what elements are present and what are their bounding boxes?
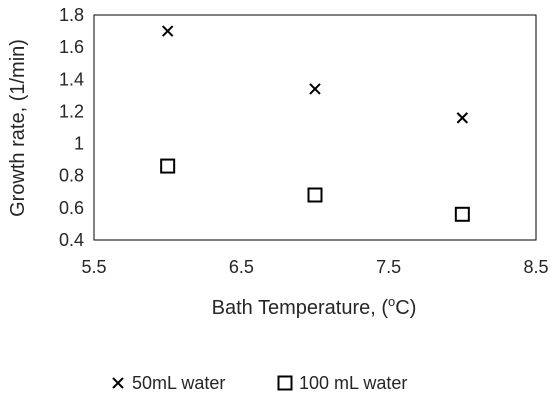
y-tick-label: 0.6: [59, 198, 84, 218]
x-marker-point: [456, 112, 469, 124]
y-tick-label: 1: [74, 134, 84, 154]
x-tick-label: 8.5: [523, 257, 548, 277]
y-tick-label: 1.2: [59, 101, 84, 121]
tick-labels: 0.4 0.6 0.8 1 1.2 1.4 1.6 1.8 5.5 6.5 7.5 8.5: [59, 5, 549, 277]
legend-x-icon: [112, 377, 124, 389]
data-points: [160, 25, 470, 222]
x-axis-title-superscript: o: [388, 294, 395, 309]
legend-square-icon: [277, 375, 293, 391]
y-axis-title: Growth rate, (1/min): [7, 39, 29, 217]
x-marker-point: [161, 25, 174, 37]
legend: 50mL water 100 mL water: [112, 373, 407, 393]
y-tick-label: 1.6: [59, 37, 84, 57]
x-tick-label: 5.5: [81, 257, 106, 277]
square-marker-point: [307, 187, 323, 203]
x-axis-title-main: Bath Temperature, (: [212, 297, 389, 319]
x-tick-label: 7.5: [376, 257, 401, 277]
y-tick-label: 0.8: [59, 166, 84, 186]
x-tick-label: 6.5: [229, 257, 254, 277]
x-marker-point: [309, 83, 321, 95]
x-axis-title: Bath Temperature, (oC): [212, 294, 417, 319]
x-axis-title-end: C): [395, 297, 416, 319]
y-tick-label: 1.8: [59, 5, 84, 25]
square-marker-point: [454, 206, 470, 222]
y-tick-label: 1.4: [59, 69, 84, 89]
legend-label: 100 mL water: [299, 373, 407, 393]
y-tick-label: 0.4: [59, 230, 84, 250]
square-marker-point: [160, 158, 176, 174]
plot-area-frame: [93, 14, 537, 241]
legend-label: 50mL water: [132, 373, 225, 393]
